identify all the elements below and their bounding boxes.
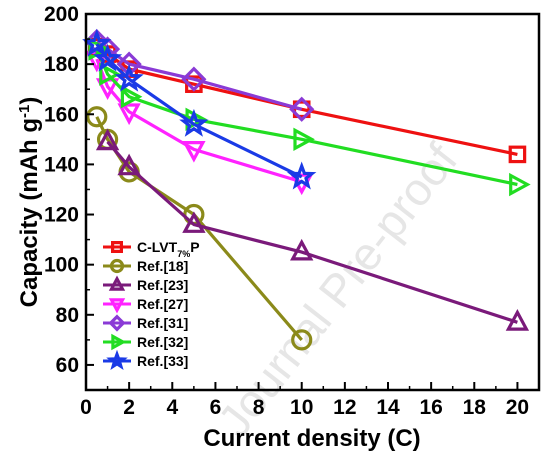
- data-point-ref-23: [182, 211, 206, 233]
- legend-marker-ref-23: [108, 275, 126, 291]
- legend-marker-c-lvt7-p: [110, 241, 123, 254]
- legend-label-main: Ref.[33]: [137, 353, 188, 369]
- x-tick-label: 12: [333, 396, 356, 419]
- legend-label-main: Ref.[27]: [137, 296, 188, 312]
- legend-item-ref-32: Ref.[32]: [103, 333, 188, 351]
- data-point-c-lvt7-p: [292, 100, 311, 119]
- series-line-ref-27: [95, 58, 303, 184]
- legend-marker-ref-18: [109, 258, 125, 274]
- legend-label: Ref.[23]: [137, 277, 188, 293]
- legend-label-main: Ref.[23]: [137, 277, 188, 293]
- data-point-ref-18: [86, 106, 108, 128]
- legend-label-end: P: [190, 239, 199, 255]
- x-tick-label: 4: [166, 396, 178, 419]
- plot-marks: [82, 28, 531, 351]
- y-tick-label: 60: [56, 354, 79, 377]
- data-point-ref-31: [289, 96, 315, 122]
- legend-marker-ref-32: [111, 333, 127, 351]
- data-point-ref-23: [290, 238, 314, 261]
- x-tick-label: 10: [290, 396, 313, 419]
- x-tick-label: 0: [80, 396, 92, 419]
- legend-label-main: Ref.[31]: [137, 315, 188, 331]
- legend-marker-ref-33: [106, 349, 128, 370]
- legend-label: C-LVT7%P: [137, 239, 200, 259]
- legend-label-main: Ref.[32]: [137, 334, 188, 350]
- x-tick-label: 8: [253, 396, 265, 419]
- legend-label: Ref.[27]: [137, 296, 188, 312]
- x-tick-label: 20: [506, 396, 529, 419]
- data-point-ref-31: [116, 51, 142, 77]
- legend-marker-ref-27: [108, 298, 126, 314]
- legend-item-ref-31: Ref.[31]: [103, 314, 188, 332]
- data-point-ref-32: [509, 172, 531, 197]
- x-tick-label: 18: [463, 396, 487, 419]
- x-axis-title: Current density (C): [203, 425, 420, 452]
- legend-label-main: C-LVT: [137, 239, 178, 255]
- legend-label: Ref.[32]: [137, 334, 188, 350]
- y-axis-title-sup: -1: [16, 105, 33, 118]
- legend-item-c-lvt7-p: C-LVT7%P: [103, 239, 200, 259]
- series-ref-33: [82, 28, 317, 190]
- axis-ticks: 0 2 4 6 8 10 12 14 16 18 20 60 80 100 120 140 160 180 200: [44, 3, 529, 419]
- legend-label: Ref.[18]: [137, 258, 188, 274]
- data-point-ref-33: [286, 161, 317, 190]
- x-tick-label: 16: [419, 396, 442, 419]
- legend-item-ref-27: Ref.[27]: [103, 296, 188, 314]
- y-tick-label: 160: [44, 103, 79, 126]
- data-point-ref-33: [92, 43, 123, 72]
- legend-label: Ref.[31]: [137, 315, 188, 331]
- data-point-ref-23: [505, 309, 530, 331]
- data-point-ref-32: [99, 62, 121, 86]
- series-line-ref-32: [95, 48, 518, 187]
- data-point-c-lvt7-p: [508, 145, 527, 164]
- y-tick-label: 200: [44, 3, 79, 26]
- x-tick-label: 6: [210, 396, 222, 419]
- y-tick-label: 80: [56, 304, 79, 327]
- y-tick-label: 180: [44, 53, 79, 76]
- legend-item-ref-33: Ref.[33]: [103, 349, 188, 370]
- legend-label-sub: 7%: [177, 249, 190, 259]
- y-axis-title-main: Capacity (mAh g: [16, 118, 43, 307]
- data-point-ref-33: [82, 28, 112, 57]
- data-point-ref-23: [95, 128, 120, 151]
- data-point-ref-18: [291, 329, 313, 351]
- legend-label-main: Ref.[18]: [137, 258, 188, 274]
- data-point-ref-32: [120, 85, 143, 109]
- data-point-ref-31: [181, 66, 207, 92]
- data-point-ref-27: [117, 103, 141, 126]
- y-tick-label: 140: [44, 153, 79, 176]
- y-tick-label: 120: [44, 204, 79, 227]
- data-point-ref-32: [293, 127, 315, 151]
- series-ref-23: [95, 128, 530, 331]
- data-point-ref-33: [114, 63, 144, 92]
- y-axis-title-end: ): [16, 97, 43, 105]
- data-point-ref-33: [179, 108, 209, 137]
- plot-frame: [84, 12, 541, 392]
- legend-label: Ref.[33]: [137, 353, 188, 369]
- y-tick-label: 100: [44, 254, 79, 277]
- data-point-ref-27: [182, 141, 206, 163]
- y-axis-title: Capacity (mAh g-1): [16, 97, 44, 308]
- series-line-ref-23: [106, 140, 518, 324]
- legend-item-ref-18: Ref.[18]: [103, 258, 188, 274]
- legend-marker-ref-31: [108, 314, 126, 332]
- legend-item-ref-23: Ref.[23]: [103, 275, 188, 293]
- x-tick-label: 2: [123, 396, 135, 419]
- data-point-ref-23: [117, 153, 141, 176]
- x-tick-label: 14: [376, 396, 400, 419]
